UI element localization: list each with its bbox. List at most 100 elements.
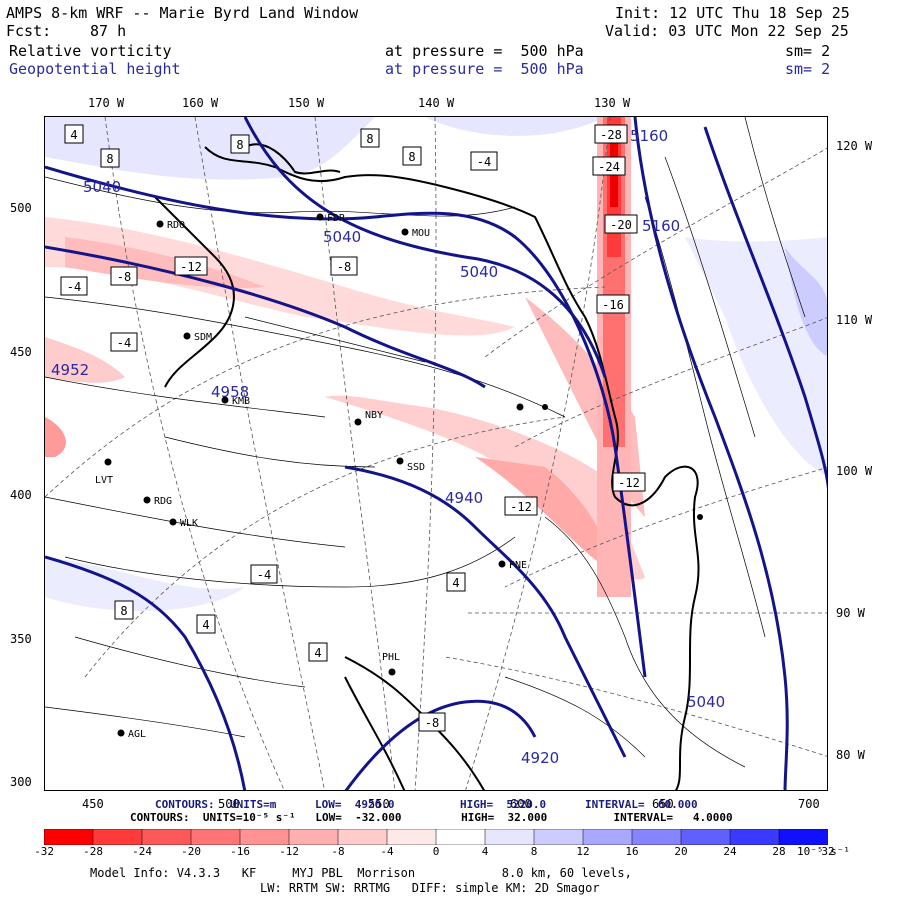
negative-vorticity-area (45, 217, 515, 336)
svg-text:-12: -12 (510, 500, 532, 514)
box-label: 4 (196, 614, 216, 634)
colorbar-tick-label: -8 (331, 845, 345, 858)
field1-smooth: sm= 2 (785, 42, 831, 60)
svg-text:8: 8 (408, 150, 415, 164)
negative-vorticity-area (475, 457, 607, 567)
box-label: -8 (418, 712, 446, 732)
svg-text:8: 8 (236, 138, 243, 152)
height-label: 4940 (445, 489, 483, 507)
field2-name: Geopotential height (9, 60, 181, 78)
svg-text:-20: -20 (610, 218, 632, 232)
svg-text:-8: -8 (337, 260, 351, 274)
svg-text:-12: -12 (618, 476, 640, 490)
valid-time: Valid: 03 UTC Mon 22 Sep 25 (605, 22, 849, 40)
svg-text:-28: -28 (600, 128, 622, 142)
box-label: -4 (250, 564, 278, 584)
station-label: SSD (407, 462, 425, 473)
negative-vorticity-area (45, 417, 66, 457)
field1-level: at pressure = 500 hPa (385, 42, 584, 60)
svg-text:-4: -4 (257, 568, 271, 582)
colorbar-swatch (533, 829, 584, 845)
svg-text:-12: -12 (180, 260, 202, 274)
vorticity-contours (45, 117, 806, 768)
box-label: -12 (612, 472, 646, 492)
box-label: -20 (604, 214, 638, 234)
svg-text:4: 4 (70, 128, 77, 142)
map-panel: 5040 5040 5040 5160 5160 4958 4952 4940 … (44, 116, 828, 791)
left-axis-label: 400 (10, 488, 32, 502)
left-axis-label: 450 (10, 345, 32, 359)
box-label: -28 (594, 124, 628, 144)
colorbar-swatch (435, 829, 486, 845)
height-contours-low: LOW= 4920.0 (315, 798, 395, 811)
height-label: 5160 (642, 217, 680, 235)
colorbar-tick-label: -32 (34, 845, 54, 858)
height-label: 4958 (211, 383, 249, 401)
box-label: -16 (596, 294, 630, 314)
right-lon-label: 120 W (836, 139, 873, 153)
positive-vorticity-area (45, 557, 245, 611)
box-label: -4 (60, 276, 88, 296)
height-label: 4920 (521, 749, 559, 767)
box-label: 4 (64, 124, 84, 144)
colorbar-tick-label: -24 (132, 845, 152, 858)
left-axis-label: 300 (10, 775, 32, 789)
box-label: -4 (110, 332, 138, 352)
colorbar-swatch (239, 829, 290, 845)
box-label: 8 (114, 600, 134, 620)
forecast-label: Fcst: (6, 22, 52, 40)
colorbar-swatch (386, 829, 437, 845)
colorbar-swatch (337, 829, 388, 845)
colorbar-swatch (680, 829, 731, 845)
colorbar-tick-label: 28 (772, 845, 786, 858)
box-label: 4 (308, 642, 328, 662)
positive-vorticity-area (685, 237, 827, 476)
height-label: 5040 (83, 178, 121, 196)
plot-title: AMPS 8-km WRF -- Marie Byrd Land Window (6, 4, 359, 22)
field2-level: at pressure = 500 hPa (385, 60, 584, 78)
colorbar-swatch (92, 829, 143, 845)
colorbar-tick-label: -12 (279, 845, 299, 858)
height-contours (45, 117, 827, 790)
station-label: KMB (232, 396, 250, 407)
stations: FDR MOU RDO SDM KMB NBY LVT RDG WLK SSD … (95, 213, 703, 740)
bottom-axis-label: 700 (798, 797, 820, 811)
station-label: NBY (365, 410, 383, 421)
height-contours-interval: INTERVAL= 60.000 (585, 798, 698, 811)
svg-text:4: 4 (202, 618, 209, 632)
colorbar-swatch (631, 829, 682, 845)
colorbar-tick-label: -4 (380, 845, 394, 858)
graticule (45, 117, 827, 790)
right-lon-label: 90 W (836, 606, 865, 620)
station-label: MOU (412, 228, 430, 239)
model-physics: LW: RRTM SW: RRTMG DIFF: simple KM: 2D S… (260, 881, 600, 895)
bottom-axis-label: 500 (218, 797, 240, 811)
height-label: 5040 (323, 228, 361, 246)
colorbar-tick-label: 0 (432, 845, 440, 858)
svg-text:-4: -4 (477, 155, 491, 169)
right-lon-label: 100 W (836, 464, 873, 478)
station-label: PHL (382, 652, 400, 663)
colorbar-swatch (582, 829, 633, 845)
station-label: RDG (154, 496, 172, 507)
map-graphic: 5040 5040 5040 5160 5160 4958 4952 4940 … (45, 117, 827, 790)
colorbar-swatch (778, 829, 828, 845)
station-label: WLK (180, 518, 198, 529)
station-label: RDO (167, 220, 185, 231)
height-contours-label: CONTOURS: (155, 798, 215, 811)
colorbar-tick-label: 20 (674, 845, 688, 858)
height-label: 4952 (51, 361, 89, 379)
colorbar-swatch (44, 829, 94, 845)
colorbar-tick-label: 8 (530, 845, 538, 858)
box-label: -8 (110, 266, 138, 286)
station-label: PNE (509, 560, 527, 571)
top-lon-label: 130 W (594, 96, 631, 110)
station-label: AGL (128, 729, 146, 740)
bottom-axis-label: 600 (510, 797, 532, 811)
box-label: 4 (446, 572, 466, 592)
positive-vorticity-area (785, 247, 827, 356)
svg-text:4: 4 (452, 576, 459, 590)
svg-text:-4: -4 (67, 280, 81, 294)
vorticity-contours-info: CONTOURS: UNITS=10⁻⁵ s⁻¹ LOW= -32.000 HI… (130, 811, 733, 824)
right-lon-label: 80 W (836, 748, 865, 762)
